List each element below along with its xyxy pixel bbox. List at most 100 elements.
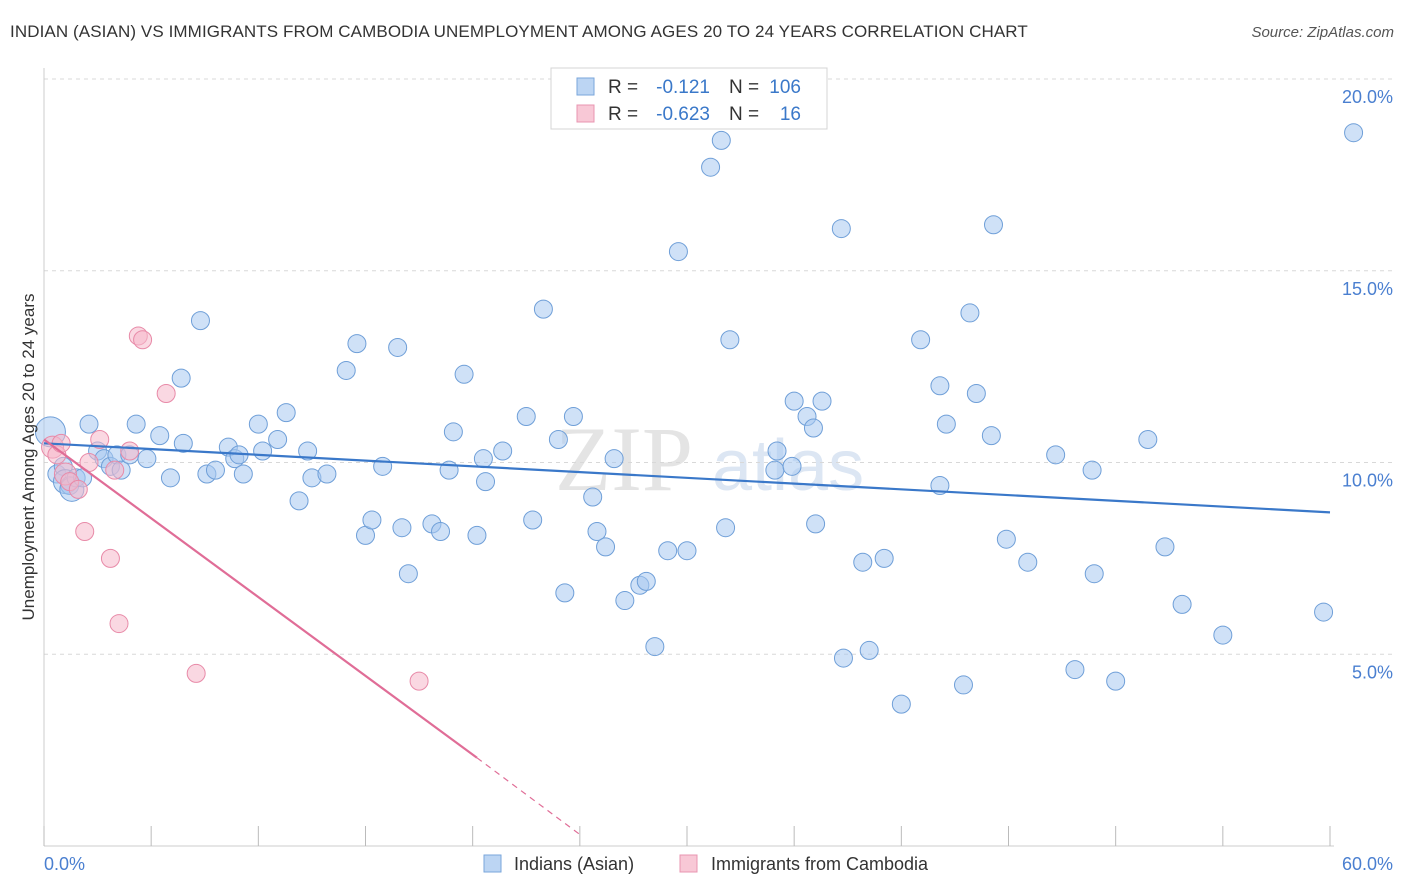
point-cambodia	[186, 663, 206, 683]
x-tick-label-max: 60.0%	[1342, 854, 1393, 874]
point-indians-asian	[1155, 537, 1175, 557]
point-indians-asian	[276, 403, 296, 423]
point-indians-asian	[431, 522, 451, 542]
point-indians-asian	[587, 522, 607, 542]
point-indians-asian	[911, 330, 931, 350]
point-indians-asian	[555, 583, 575, 603]
point-indians-asian	[443, 422, 463, 442]
point-indians-asian	[596, 537, 616, 557]
point-indians-asian	[936, 414, 956, 434]
legend-n-label-1: N =	[729, 77, 759, 98]
point-indians-asian	[1213, 625, 1233, 645]
series-legend-label-pink: Immigrants from Cambodia	[711, 854, 929, 874]
legend-swatch-blue	[576, 77, 595, 96]
point-indians-asian	[930, 376, 950, 396]
point-cambodia	[120, 441, 140, 461]
y-tick-label: 5.0%	[1352, 662, 1393, 682]
point-indians-asian	[150, 426, 170, 446]
point-cambodia	[133, 330, 153, 350]
point-indians-asian	[398, 564, 418, 584]
point-indians-asian	[668, 242, 688, 262]
point-indians-asian	[516, 406, 536, 426]
point-indians-asian	[298, 441, 318, 461]
point-indians-asian	[874, 548, 894, 568]
point-indians-asian	[711, 130, 731, 150]
point-cambodia	[109, 614, 129, 634]
point-indians-asian	[859, 640, 879, 660]
point-indians-asian	[1082, 460, 1102, 480]
point-indians-asian	[604, 449, 624, 469]
point-indians-asian	[248, 414, 268, 434]
point-indians-asian	[1046, 445, 1066, 465]
point-indians-asian	[782, 456, 802, 476]
point-indians-asian	[336, 360, 356, 380]
point-indians-asian	[126, 414, 146, 434]
point-indians-asian	[767, 441, 787, 461]
legend-r-value-1: -0.121	[656, 77, 710, 98]
point-indians-asian	[658, 541, 678, 561]
legend-r-label-2: R =	[608, 104, 638, 125]
legend-n-value-1: 106	[769, 77, 801, 98]
point-indians-asian	[205, 460, 225, 480]
point-cambodia	[156, 383, 176, 403]
point-indians-asian	[812, 391, 832, 411]
point-indians-asian	[983, 215, 1003, 235]
x-axis-ticks	[43, 826, 1331, 846]
series-indians-asian-points	[34, 123, 1364, 714]
series-legend: Indians (Asian) Immigrants from Cambodia	[483, 854, 929, 874]
point-indians-asian	[1172, 594, 1192, 614]
point-cambodia	[75, 522, 95, 542]
point-indians-asian	[996, 529, 1016, 549]
point-indians-asian	[523, 510, 543, 530]
series-legend-swatch-blue	[483, 854, 502, 873]
point-indians-asian	[1065, 660, 1085, 680]
point-indians-asian	[347, 334, 367, 354]
series-cambodia-points	[41, 326, 429, 691]
y-axis-label: Unemployment Among Ages 20 to 24 years	[19, 294, 38, 621]
point-indians-asian	[373, 456, 393, 476]
point-indians-asian	[1106, 671, 1126, 691]
point-indians-asian	[583, 487, 603, 507]
series-legend-swatch-pink	[679, 854, 698, 873]
trend-line-indians-asian	[43, 442, 1331, 514]
y-axis-tick-labels: 5.0% 10.0% 15.0% 20.0%	[1342, 87, 1393, 682]
point-indians-asian	[173, 433, 193, 453]
correlation-legend: R = -0.121 N = 106 R = -0.623 N = 16	[550, 67, 828, 130]
point-indians-asian	[960, 303, 980, 323]
legend-swatch-pink	[576, 104, 595, 123]
point-cambodia	[100, 548, 120, 568]
point-indians-asian	[79, 414, 99, 434]
point-indians-asian	[171, 368, 191, 388]
legend-n-label-2: N =	[729, 104, 759, 125]
point-indians-asian	[981, 426, 1001, 446]
x-tick-label-min: 0.0%	[44, 854, 85, 874]
y-tick-label: 10.0%	[1342, 471, 1393, 491]
point-indians-asian	[160, 468, 180, 488]
point-indians-asian	[392, 518, 412, 538]
point-indians-asian	[473, 449, 493, 469]
point-cambodia	[409, 671, 429, 691]
point-indians-asian	[636, 571, 656, 591]
trend-lines	[43, 438, 1331, 835]
point-indians-asian	[953, 675, 973, 695]
point-indians-asian	[853, 552, 873, 572]
y-tick-label: 20.0%	[1342, 87, 1393, 107]
point-indians-asian	[289, 491, 309, 511]
trend-line-cambodia	[43, 438, 478, 759]
point-indians-asian	[1344, 123, 1364, 143]
point-indians-asian	[1018, 552, 1038, 572]
point-indians-asian	[137, 449, 157, 469]
point-indians-asian	[388, 337, 408, 357]
point-indians-asian	[615, 591, 635, 611]
point-indians-asian	[1138, 429, 1158, 449]
point-indians-asian	[716, 518, 736, 538]
point-indians-asian	[467, 525, 487, 545]
series-legend-label-blue: Indians (Asian)	[514, 854, 634, 874]
point-indians-asian	[1084, 564, 1104, 584]
point-indians-asian	[548, 429, 568, 449]
point-indians-asian	[833, 648, 853, 668]
point-indians-asian	[1314, 602, 1334, 622]
point-indians-asian	[803, 418, 823, 438]
point-indians-asian	[701, 157, 721, 177]
